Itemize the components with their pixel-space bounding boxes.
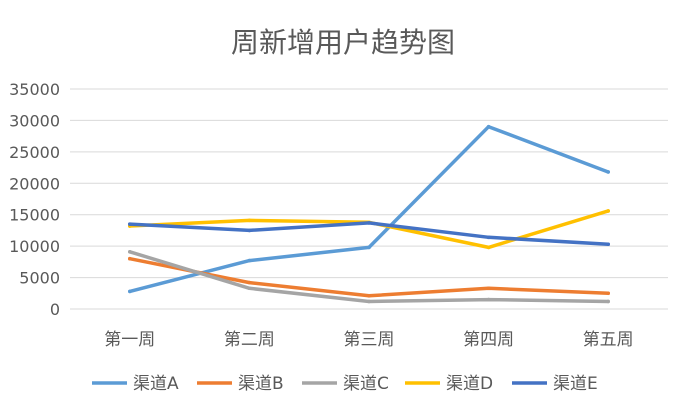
data-point: [486, 245, 491, 250]
legend-label: 渠道B: [238, 374, 284, 394]
data-point: [606, 170, 610, 174]
x-category-label: 第二周: [224, 330, 275, 350]
data-point: [247, 258, 252, 263]
y-tick-label: 10000: [9, 237, 60, 256]
gridlines: [70, 88, 668, 310]
data-point: [367, 294, 371, 298]
legend-label: 渠道E: [553, 374, 598, 394]
x-category-label: 第四周: [463, 330, 514, 350]
legend-label: 渠道A: [133, 374, 179, 394]
data-point: [128, 222, 132, 226]
legend-item: 渠道A: [92, 374, 179, 394]
data-point: [247, 280, 252, 285]
y-tick-label: 35000: [9, 80, 60, 99]
data-point: [486, 124, 491, 129]
x-category-label: 第三周: [344, 330, 395, 350]
data-point: [367, 245, 371, 250]
y-tick-label: 0: [50, 300, 60, 319]
data-point: [367, 221, 371, 225]
data-point: [247, 286, 252, 291]
data-point: [606, 209, 610, 213]
x-category-label: 第五周: [583, 330, 634, 350]
y-tick-label: 15000: [9, 206, 60, 225]
data-point: [606, 242, 610, 247]
data-point: [128, 289, 132, 294]
data-point: [486, 297, 491, 302]
y-tick-label: 25000: [9, 143, 60, 162]
data-point: [247, 218, 252, 223]
data-point: [247, 228, 252, 233]
data-point: [367, 299, 371, 304]
data-point: [128, 250, 132, 254]
y-tick-label: 30000: [9, 111, 60, 130]
legend-label: 渠道D: [446, 374, 493, 394]
legend-item: 渠道C: [302, 374, 389, 394]
data-point: [606, 299, 610, 304]
data-point: [606, 291, 610, 296]
legend-label: 渠道C: [343, 374, 389, 394]
data-point: [128, 256, 132, 261]
series-lines: [128, 124, 610, 304]
legend: 渠道A 渠道B 渠道C 渠道D 渠道E: [92, 374, 598, 394]
x-axis-category-labels: 第一周 第二周 第三周 第四周 第五周: [104, 330, 633, 350]
y-tick-label: 5000: [19, 269, 60, 288]
legend-item: 渠道E: [512, 374, 598, 394]
data-point: [486, 286, 491, 291]
y-axis-tick-labels: 0 5000 10000 15000 20000 25000 30000 35000: [9, 80, 60, 319]
legend-item: 渠道D: [405, 374, 493, 394]
chart-title: 周新增用户趋势图: [231, 26, 455, 59]
legend-item: 渠道B: [197, 374, 284, 394]
y-tick-label: 20000: [9, 174, 60, 193]
x-category-label: 第一周: [104, 330, 155, 350]
data-point: [486, 235, 491, 240]
